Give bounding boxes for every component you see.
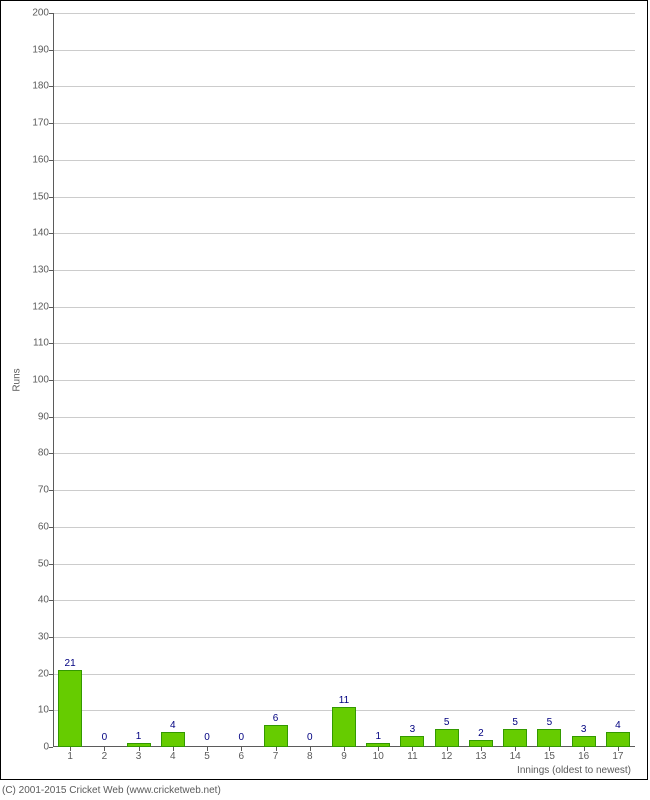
y-gridline: [53, 527, 635, 528]
x-axis-label: Innings (oldest to newest): [517, 765, 631, 776]
y-tick-label: 110: [33, 338, 49, 349]
y-gridline: [53, 197, 635, 198]
y-gridline: [53, 13, 635, 14]
bar-value-label: 5: [512, 717, 518, 730]
y-tick-label: 120: [32, 301, 49, 312]
y-gridline: [53, 674, 635, 675]
bar-value-label: 0: [239, 732, 245, 745]
y-tick-label: 150: [32, 191, 49, 202]
bar: 21: [58, 670, 82, 747]
bar-value-label: 5: [444, 717, 450, 730]
y-tick-label: 0: [43, 742, 49, 753]
x-tick-label: 2: [102, 751, 108, 762]
y-tick-label: 50: [38, 558, 49, 569]
y-axis-line: [53, 13, 54, 747]
y-tick-label: 100: [32, 375, 49, 386]
x-tick-label: 17: [612, 751, 623, 762]
bar: 4: [161, 732, 185, 747]
x-tick-label: 3: [136, 751, 142, 762]
bar: 3: [400, 736, 424, 747]
y-tick-label: 30: [38, 631, 49, 642]
bar: 3: [572, 736, 596, 747]
bar: 2: [469, 740, 493, 747]
y-tick-label: 170: [32, 118, 49, 129]
bar-value-label: 1: [375, 731, 381, 744]
y-tick-label: 40: [38, 595, 49, 606]
y-gridline: [53, 600, 635, 601]
bar-value-label: 0: [307, 732, 313, 745]
bar-value-label: 3: [410, 724, 416, 737]
chart-frame: 0102030405060708090100110120130140150160…: [0, 0, 648, 780]
bar-value-label: 5: [547, 717, 553, 730]
x-tick-label: 1: [67, 751, 73, 762]
y-tick-label: 70: [38, 485, 49, 496]
plot-area: 0102030405060708090100110120130140150160…: [53, 13, 635, 747]
y-gridline: [53, 417, 635, 418]
y-tick-label: 10: [38, 705, 49, 716]
bar: 5: [435, 729, 459, 747]
bar-value-label: 21: [65, 658, 76, 671]
x-tick-label: 9: [341, 751, 347, 762]
x-tick-label: 13: [475, 751, 486, 762]
x-tick-label: 16: [578, 751, 589, 762]
bar-value-label: 0: [102, 732, 108, 745]
y-gridline: [53, 380, 635, 381]
x-tick-label: 14: [510, 751, 521, 762]
y-gridline: [53, 86, 635, 87]
y-gridline: [53, 453, 635, 454]
bar-value-label: 11: [339, 695, 349, 708]
y-gridline: [53, 233, 635, 234]
y-gridline: [53, 637, 635, 638]
y-gridline: [53, 564, 635, 565]
x-tick-label: 11: [407, 751, 417, 762]
bar: 6: [264, 725, 288, 747]
x-tick-label: 6: [239, 751, 245, 762]
y-gridline: [53, 160, 635, 161]
y-tick-label: 140: [32, 228, 49, 239]
y-tick-label: 190: [32, 44, 49, 55]
bar: 11: [332, 707, 356, 747]
bar: 5: [503, 729, 527, 747]
y-tick-label: 200: [32, 8, 49, 19]
bar-value-label: 4: [170, 720, 176, 733]
x-tick-label: 10: [373, 751, 384, 762]
bar-value-label: 3: [581, 724, 587, 737]
bar-value-label: 2: [478, 728, 484, 741]
x-tick-label: 5: [204, 751, 210, 762]
bar: 4: [606, 732, 630, 747]
x-tick-label: 12: [441, 751, 452, 762]
bar-value-label: 4: [615, 720, 621, 733]
y-gridline: [53, 270, 635, 271]
y-gridline: [53, 490, 635, 491]
bar-value-label: 6: [273, 713, 279, 726]
y-tick-label: 180: [32, 81, 49, 92]
copyright-text: (C) 2001-2015 Cricket Web (www.cricketwe…: [2, 785, 221, 796]
y-gridline: [53, 307, 635, 308]
y-axis-label: Runs: [12, 368, 23, 391]
bar-value-label: 1: [136, 731, 142, 744]
y-gridline: [53, 50, 635, 51]
y-tick-label: 60: [38, 521, 49, 532]
y-tick-mark: [49, 747, 53, 748]
y-tick-label: 80: [38, 448, 49, 459]
y-tick-label: 20: [38, 668, 49, 679]
x-tick-label: 4: [170, 751, 176, 762]
x-tick-label: 15: [544, 751, 555, 762]
y-gridline: [53, 343, 635, 344]
bar-value-label: 0: [204, 732, 210, 745]
y-tick-label: 90: [38, 411, 49, 422]
y-tick-label: 130: [32, 264, 49, 275]
y-gridline: [53, 123, 635, 124]
bar: 5: [537, 729, 561, 747]
x-tick-label: 8: [307, 751, 313, 762]
x-tick-label: 7: [273, 751, 279, 762]
y-tick-label: 160: [32, 154, 49, 165]
